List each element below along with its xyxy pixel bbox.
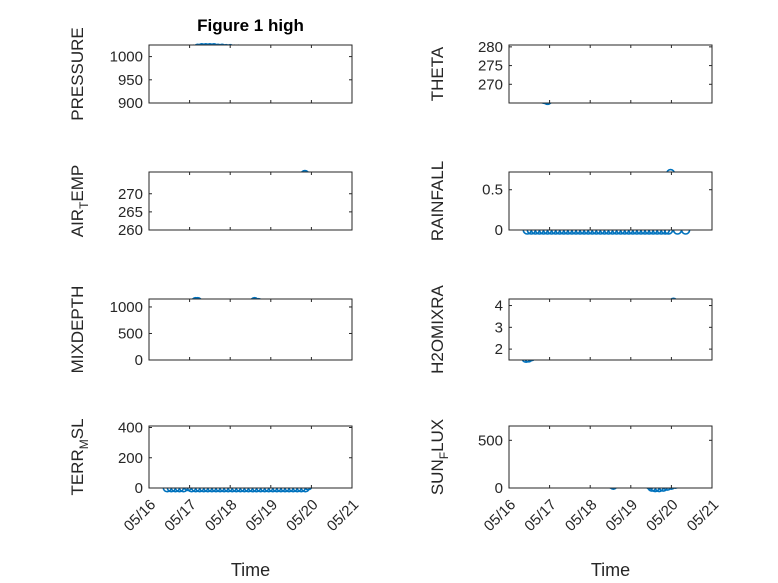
y-axis-label: RAINFALL	[428, 161, 447, 241]
y-tick-label: 4	[495, 298, 503, 315]
y-axis-label: TERRMSL	[68, 418, 91, 495]
axes-frame	[508, 298, 713, 361]
y-tick-label: 1000	[110, 299, 143, 316]
y-tick-label: 3	[495, 319, 503, 336]
axes-frame	[148, 171, 353, 231]
y-tick-label: 270	[118, 186, 143, 203]
x-tick-label: 05/20	[643, 496, 682, 535]
chart-title: Figure 1 high	[197, 16, 304, 35]
y-tick-label: 900	[118, 95, 143, 112]
y-tick-label: 0.5	[482, 182, 503, 199]
subplot-1: 900 950 1000 PRESSURE Figure 1 high	[68, 16, 353, 121]
y-tick-label: 0	[135, 352, 143, 369]
subplot-4: 0 0.5 RAINFALL	[428, 161, 713, 241]
y-tick-label: 260	[118, 222, 143, 239]
x-tick-label: 05/18	[202, 496, 241, 535]
y-tick-label: 500	[118, 325, 143, 342]
axes-frame	[148, 425, 353, 489]
y-tick-label: 2	[495, 341, 503, 358]
x-tick-label: 05/18	[562, 496, 601, 535]
x-tick-label: 05/21	[684, 496, 723, 535]
x-tick-label: 05/17	[161, 496, 200, 535]
x-axis-label: Time	[231, 560, 270, 580]
x-axis-label: Time	[591, 560, 630, 580]
y-tick-label: 400	[118, 420, 143, 437]
y-tick-label: 275	[478, 58, 503, 75]
y-tick-label: 950	[118, 72, 143, 89]
y-axis-label: PRESSURE	[68, 27, 87, 121]
y-tick-label: 0	[135, 480, 143, 497]
subplot-8: 0 500 05/16 05/17 05/18 05/19 05/20 05/21 SUNFLU…	[428, 419, 722, 580]
y-axis-label: SUNFLUX	[428, 419, 451, 495]
subplot-7: 0 200 400 05/16 05/17 05/18 05/19 05/20 05/21 TER…	[68, 418, 362, 580]
y-axis-label: AIRTEMP	[68, 165, 91, 238]
x-tick-label: 05/16	[481, 496, 520, 535]
y-tick-label: 1000	[110, 49, 143, 66]
y-tick-label: 200	[118, 450, 143, 467]
y-tick-label: 0	[495, 222, 503, 239]
subplot-6: 2 3 4 H2OMIXRA	[428, 284, 713, 374]
x-tick-label: 05/19	[602, 496, 641, 535]
axes-frame	[508, 425, 713, 489]
axes-frame	[508, 171, 713, 231]
y-tick-label: 265	[118, 204, 143, 221]
axes-frame	[148, 44, 353, 104]
y-tick-label: 280	[478, 39, 503, 56]
y-tick-label: 500	[478, 432, 503, 449]
axes-frame	[508, 44, 713, 104]
y-axis-label: THETA	[428, 46, 447, 101]
y-tick-label: 0	[495, 480, 503, 497]
x-tick-label: 05/19	[242, 496, 281, 535]
x-tick-label: 05/16	[121, 496, 160, 535]
y-axis-label: MIXDEPTH	[68, 286, 87, 374]
y-axis-label: H2OMIXRA	[428, 284, 447, 373]
y-tick-label: 270	[478, 76, 503, 93]
x-tick-label: 05/20	[283, 496, 322, 535]
x-tick-label: 05/17	[521, 496, 560, 535]
axes-frame	[148, 298, 353, 361]
x-tick-label: 05/21	[324, 496, 363, 535]
subplot-5: 0 500 1000 MIXDEPTH	[68, 286, 353, 374]
